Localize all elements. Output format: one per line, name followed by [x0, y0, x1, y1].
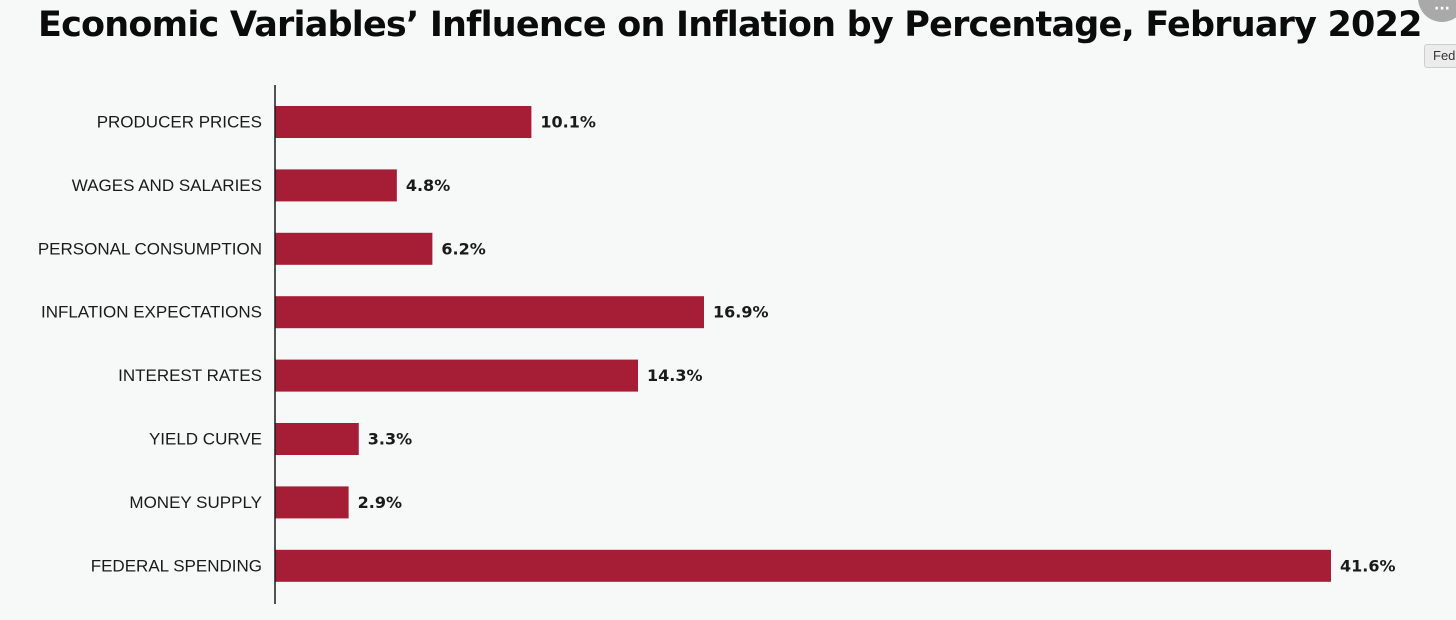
bar-inflation-expectations [275, 296, 704, 329]
category-label-producer-prices: PRODUCER PRICES [97, 113, 262, 132]
bar-federal-spending [275, 549, 1331, 582]
value-label-federal-spending: 41.6% [1340, 556, 1396, 575]
category-label-personal-consumption: PERSONAL CONSUMPTION [38, 239, 262, 258]
value-label-wages-and-salaries: 4.8% [406, 176, 450, 195]
category-label-federal-spending: FEDERAL SPENDING [91, 556, 262, 575]
bar-personal-consumption [275, 232, 433, 265]
bar-producer-prices [275, 106, 532, 138]
value-label-producer-prices: 10.1% [540, 113, 596, 132]
category-label-interest-rates: INTEREST RATES [118, 366, 262, 385]
chart-title: Economic Variables’ Influence on Inflati… [38, 5, 1423, 45]
bar-money-supply [275, 486, 349, 519]
category-label-money-supply: MONEY SUPPLY [129, 493, 262, 512]
category-label-inflation-expectations: INFLATION EXPECTATIONS [41, 303, 262, 322]
value-label-yield-curve: 3.3% [368, 430, 412, 449]
bar-interest-rates [275, 359, 638, 392]
category-label-wages-and-salaries: WAGES AND SALARIES [72, 176, 262, 195]
value-label-inflation-expectations: 16.9% [713, 303, 769, 322]
value-label-interest-rates: 14.3% [647, 366, 703, 385]
avatar[interactable]: ··· [1418, 0, 1456, 22]
value-label-money-supply: 2.9% [358, 493, 402, 512]
category-label-yield-curve: YIELD CURVE [149, 430, 262, 449]
value-label-personal-consumption: 6.2% [441, 239, 485, 258]
bar-wages-and-salaries [275, 169, 397, 202]
bar-yield-curve [275, 423, 359, 455]
tooltip: Fed [1424, 44, 1456, 68]
